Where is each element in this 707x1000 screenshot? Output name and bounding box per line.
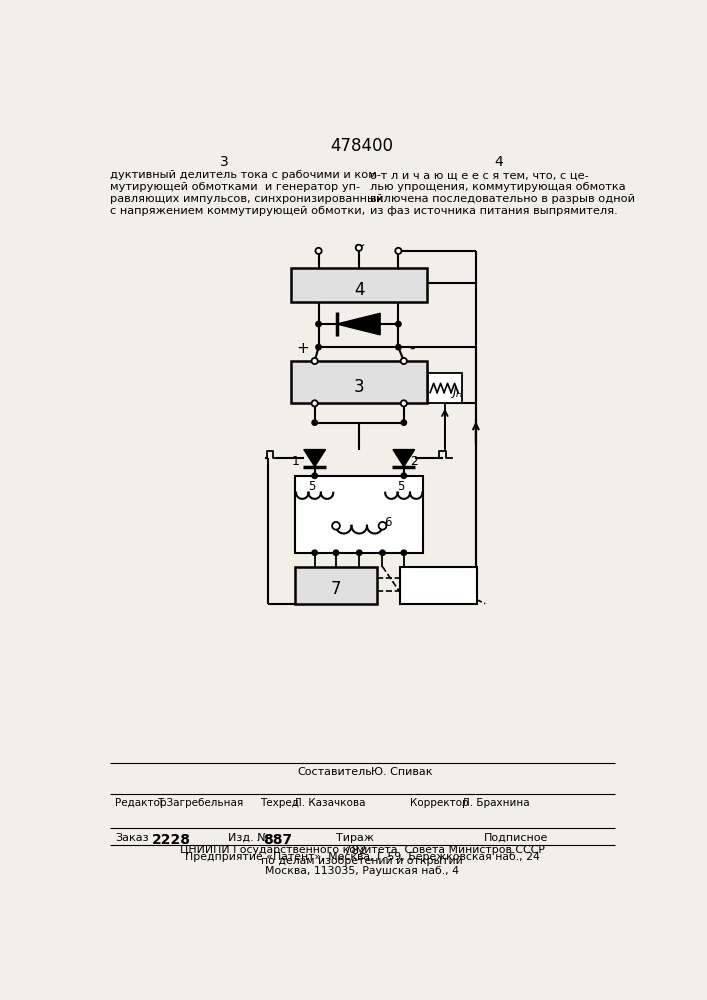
Bar (291, 268, 427, 302)
Circle shape (380, 550, 385, 555)
Bar (291, 361, 427, 403)
Text: $J_H$: $J_H$ (450, 384, 464, 400)
Bar (428, 373, 462, 403)
Circle shape (401, 550, 407, 555)
Text: 5: 5 (308, 480, 316, 493)
Text: по делам изобретений и открытий: по делам изобретений и открытий (261, 856, 463, 866)
Text: 5: 5 (397, 480, 405, 493)
Text: Тираж: Тираж (337, 833, 375, 843)
Text: 7: 7 (331, 580, 341, 598)
Text: Редактор: Редактор (115, 798, 167, 808)
Circle shape (401, 400, 407, 406)
Text: включена последовательно в разрыв одной: включена последовательно в разрыв одной (370, 194, 635, 204)
Circle shape (356, 245, 362, 251)
Circle shape (332, 522, 340, 530)
Text: Ю. Спивак: Ю. Спивак (371, 767, 433, 777)
Text: о т л и ч а ю щ е е с я тем, что, с це-: о т л и ч а ю щ е е с я тем, что, с це- (370, 170, 588, 180)
Text: 782: 782 (344, 844, 366, 857)
Circle shape (316, 344, 321, 350)
Bar (296, 567, 377, 604)
Text: мутирующей обмотками  и генератор уп-: мутирующей обмотками и генератор уп- (110, 182, 360, 192)
Circle shape (312, 358, 317, 364)
Text: -: - (409, 341, 415, 356)
Bar (296, 476, 423, 553)
Circle shape (312, 550, 317, 555)
Text: Москва, 113035, Раушская наб., 4: Москва, 113035, Раушская наб., 4 (265, 866, 459, 876)
Circle shape (396, 344, 401, 350)
Circle shape (316, 321, 321, 327)
Text: 1: 1 (291, 455, 299, 468)
Text: 3: 3 (354, 378, 365, 396)
Text: из фаз источника питания выпрямителя.: из фаз источника питания выпрямителя. (370, 206, 617, 216)
Polygon shape (393, 450, 414, 466)
Circle shape (379, 522, 386, 530)
Text: 887: 887 (263, 833, 292, 847)
Text: Л. Казачкова: Л. Казачкова (293, 798, 366, 808)
Text: 6: 6 (384, 516, 392, 529)
Polygon shape (304, 450, 325, 466)
Text: +: + (297, 341, 310, 356)
Bar (400, 567, 477, 604)
Circle shape (401, 473, 407, 478)
Text: 4: 4 (495, 155, 503, 169)
Text: лью упрощения, коммутирующая обмотка: лью упрощения, коммутирующая обмотка (370, 182, 625, 192)
Circle shape (312, 400, 317, 406)
Circle shape (315, 248, 322, 254)
Text: равляющих импульсов, синхронизированный: равляющих импульсов, синхронизированный (110, 194, 383, 204)
Text: Техред: Техред (260, 798, 299, 808)
Circle shape (312, 473, 317, 478)
Text: Составитель: Составитель (298, 767, 373, 777)
Text: Изд. №: Изд. № (228, 833, 269, 843)
Circle shape (401, 358, 407, 364)
Circle shape (356, 550, 362, 555)
Text: 478400: 478400 (330, 137, 394, 155)
Text: дуктивный делитель тока с рабочими и ком-: дуктивный делитель тока с рабочими и ком… (110, 170, 381, 180)
Text: с напряжением коммутирующей обмотки,: с напряжением коммутирующей обмотки, (110, 206, 366, 216)
Circle shape (333, 550, 339, 555)
Text: ~: ~ (353, 239, 365, 253)
Text: Корректор: Корректор (410, 798, 469, 808)
Text: Л. Брахнина: Л. Брахнина (462, 798, 530, 808)
Text: 3: 3 (220, 155, 228, 169)
Text: 4: 4 (354, 281, 365, 299)
Text: 2: 2 (410, 455, 418, 468)
Text: 2228: 2228 (152, 833, 191, 847)
Text: Подписное: Подписное (484, 833, 548, 843)
Text: Заказ: Заказ (115, 833, 149, 843)
Text: ЦНИИПИ Государственного комитета  Совета Министров СССР: ЦНИИПИ Государственного комитета Совета … (180, 845, 544, 855)
Circle shape (396, 321, 401, 327)
Text: Предприятие «Патент», Москва, Г-59, Бережковская наб., 24: Предприятие «Патент», Москва, Г-59, Бере… (185, 852, 539, 861)
Circle shape (395, 248, 402, 254)
Circle shape (401, 420, 407, 425)
Text: Т.Загребельная: Т.Загребельная (156, 798, 243, 808)
Polygon shape (337, 313, 380, 335)
Circle shape (312, 420, 317, 425)
